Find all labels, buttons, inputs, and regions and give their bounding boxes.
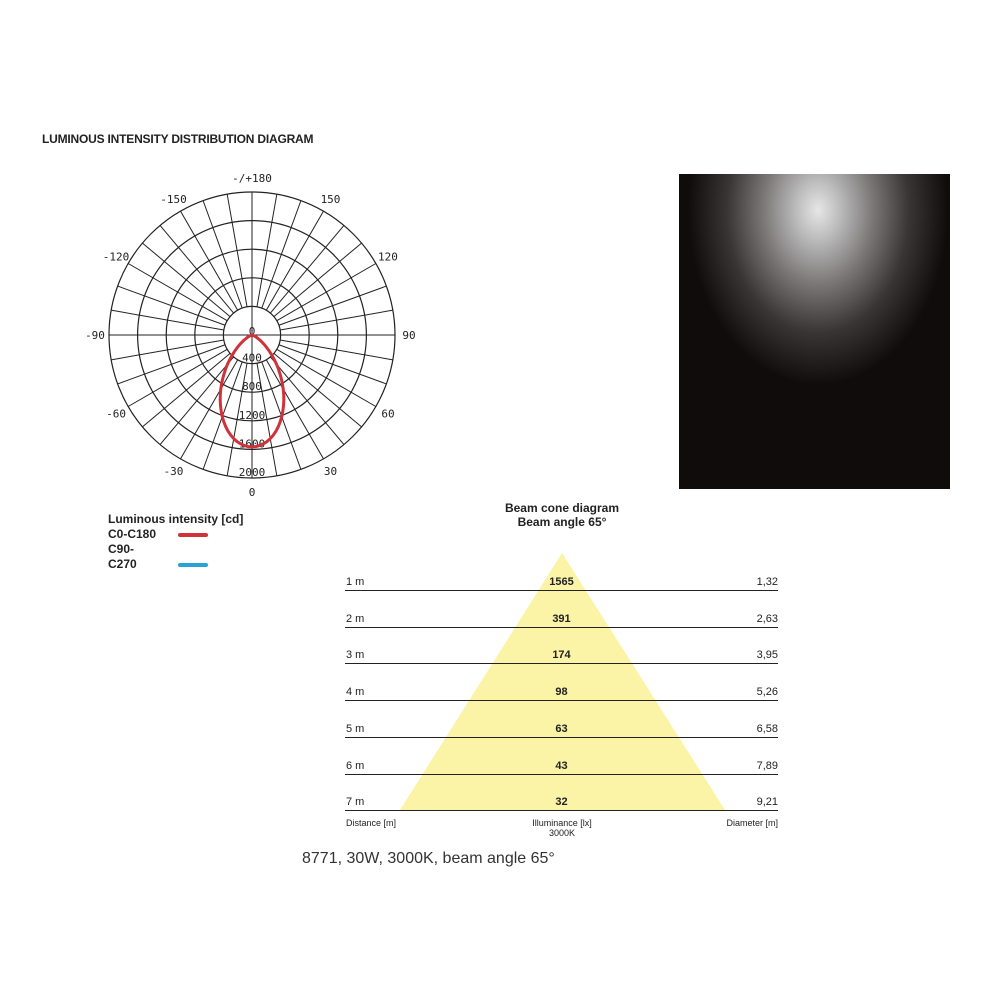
legend-label: C0-C180 [108,527,157,541]
radial-tick-label: 1200 [239,409,266,422]
caption: 8771, 30W, 3000K, beam angle 65° [302,850,555,867]
legend-title: Luminous intensity [cd] [108,512,244,526]
cone-row: 4 m 98 5,26 [345,686,778,702]
cone-subtitle: Beam angle 65° [517,515,607,529]
cone-triangle [400,553,725,810]
cone-row: 2 m 391 2,63 [345,613,778,628]
radial-tick-label: 400 [242,352,262,365]
row-diameter: 3,95 [756,649,778,662]
legend-swatch [178,562,208,567]
ring-gridline [137,220,368,451]
row-diameter: 1,32 [756,576,778,588]
angle-label: 120 [378,251,398,264]
row-distance: 2 m [346,612,365,625]
radial-tick-label: 800 [242,380,262,393]
row-diameter: 6,58 [756,722,778,735]
footer-distance: Distance [m] [346,818,397,828]
ring-gridline [194,277,310,393]
angle-label: -/+180 [232,172,272,185]
row-diameter: 9,21 [756,796,778,809]
row-distance: 4 m [346,686,365,699]
row-illuminance: 43 [555,759,568,772]
angle-label: -30 [164,465,184,478]
polar-diagram: -/+180 150 120 90 60 30 0 -30 -60 -90 -120 -150 0 400… [85,172,416,499]
cone-title: Beam cone diagram [504,501,620,515]
angle-label: 30 [324,465,337,478]
angle-label: 60 [381,408,394,421]
row-distance: 3 m [346,649,365,662]
radial-tick-label: 0 [249,325,256,338]
row-illuminance: 174 [552,649,571,662]
row-diameter: 5,26 [756,686,778,699]
cone-header: Beam cone diagram Beam angle 65° [462,501,662,529]
angle-label: 150 [321,193,341,206]
row-illuminance: 391 [552,612,571,625]
cone-row: 3 m 174 3,95 [345,649,778,665]
ring-gridline [108,191,396,479]
cone-row: 7 m 32 9,21 [345,796,778,812]
angle-label: 90 [402,329,415,342]
angle-label: -60 [106,408,126,421]
footer-illuminance-label: Illuminance [lx] [532,818,592,828]
angle-label: -90 [85,329,105,342]
row-illuminance: 98 [555,686,568,699]
row-distance: 5 m [346,722,365,735]
ring-gridline [222,305,282,365]
angle-label: -150 [160,193,187,206]
row-distance: 1 m [346,576,365,588]
row-diameter: 7,89 [756,759,778,772]
row-diameter: 2,63 [756,612,778,625]
cone-row: 1 m 1565 1,32 [345,576,778,591]
row-distance: 6 m [346,759,365,772]
footer-diameter: Diameter [m] [726,818,778,828]
legend: Luminous intensity [cd] C0-C180 C90-C270 [108,512,243,572]
legend-swatch [178,532,208,537]
ring-gridline [165,248,339,422]
legend-item-c90: C90-C270 [108,542,243,572]
cone-row: 5 m 63 6,58 [345,723,778,738]
angle-label: -120 [103,251,130,264]
cone-row: 6 m 43 7,89 [345,760,778,775]
intensity-curve-c0-c180 [218,333,286,449]
light-beam-render [679,174,950,489]
row-illuminance: 1565 [549,576,574,588]
row-distance: 7 m [346,796,365,809]
legend-item-c0: C0-C180 [108,527,243,542]
row-illuminance: 63 [555,722,568,735]
row-illuminance: 32 [555,796,568,809]
page-title: LUMINOUS INTENSITY DISTRIBUTION DIAGRAM [42,132,314,146]
footer-illuminance: Illuminance [lx] 3000K [462,818,662,838]
legend-label: C90-C270 [108,542,137,571]
footer-cct: 3000K [548,828,576,838]
angle-label: 0 [249,486,256,499]
radial-tick-label: 2000 [239,466,266,479]
